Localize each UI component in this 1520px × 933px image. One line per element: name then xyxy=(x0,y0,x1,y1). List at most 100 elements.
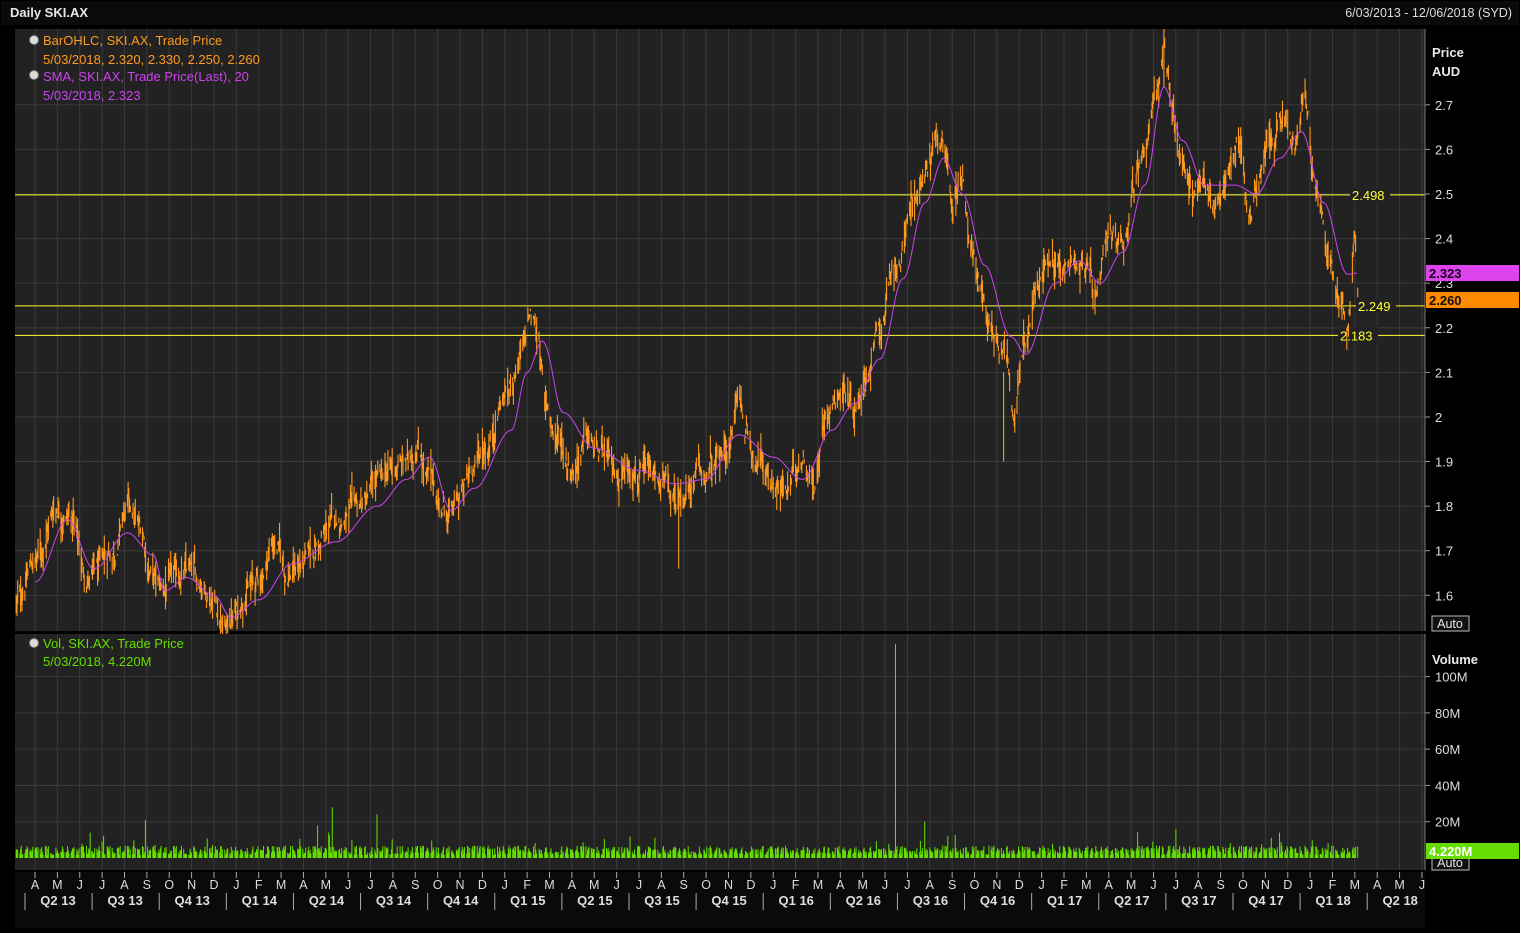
month-label: S xyxy=(1216,878,1224,892)
quarter-label: Q4 14 xyxy=(443,893,479,908)
month-label: A xyxy=(1373,878,1382,892)
volume-bars xyxy=(15,644,1359,858)
price-tick-label: 2.5 xyxy=(1435,187,1453,202)
last-price-tag-group: 2.260 xyxy=(1426,292,1519,308)
price-axis-currency: AUD xyxy=(1432,64,1460,79)
month-label: O xyxy=(164,878,174,892)
month-label: M xyxy=(1350,878,1360,892)
quarter-label: Q1 17 xyxy=(1047,893,1082,908)
price-auto-box[interactable] xyxy=(1431,615,1470,632)
month-label: J xyxy=(904,878,910,892)
price-series-label: BarOHLC, SKI.AX, Trade Price xyxy=(43,33,222,48)
month-label: J xyxy=(367,878,373,892)
volume-value-tag-group: 4.220M xyxy=(1426,843,1519,859)
month-label: M xyxy=(813,878,823,892)
hline-label-bg xyxy=(1350,186,1390,202)
month-label: A xyxy=(1105,878,1114,892)
sma-line xyxy=(34,86,1358,619)
sma-value-tag-box xyxy=(1426,265,1519,281)
month-label: N xyxy=(1261,878,1270,892)
month-label: J xyxy=(233,878,239,892)
price-series-values: 5/03/2018, 2.320, 2.330, 2.250, 2.260 xyxy=(43,52,260,67)
price-auto-button[interactable]: Auto xyxy=(1431,615,1470,632)
volume-value-tag-box xyxy=(1426,843,1519,859)
price-tick-label: 2.4 xyxy=(1435,232,1453,247)
volume-plot-area xyxy=(15,634,1425,870)
month-label: A xyxy=(120,878,129,892)
price-tick-label: 2.6 xyxy=(1435,142,1453,157)
month-label: F xyxy=(523,878,531,892)
month-label: J xyxy=(99,878,105,892)
month-label: F xyxy=(1060,878,1068,892)
price-pane: 2.498 2.249 2.183 Price AUD 1.6 1.7 1.8 1.9 2 2… xyxy=(15,29,1470,639)
month-label: J xyxy=(502,878,508,892)
last-price-tag-box xyxy=(1426,292,1519,308)
volume-tick-label: 20M xyxy=(1435,815,1460,830)
volume-pane: Volume 20M 40M 60M 80M 100M Vol, SKI.AX, Tra… xyxy=(15,634,1478,871)
month-label: M xyxy=(1394,878,1404,892)
month-label: F xyxy=(1329,878,1337,892)
volume-auto-label[interactable]: Auto xyxy=(1437,856,1463,870)
time-axis-background xyxy=(15,872,1425,928)
volume-auto-button[interactable]: Auto xyxy=(1431,855,1470,871)
month-label: J xyxy=(1150,878,1156,892)
quarter-label: Q1 14 xyxy=(242,893,278,908)
header-background xyxy=(1,1,1519,25)
month-label: N xyxy=(724,878,733,892)
volume-tick-label: 60M xyxy=(1435,742,1460,757)
volume-series-label: Vol, SKI.AX, Trade Price xyxy=(43,636,184,651)
volume-axis-title: Volume xyxy=(1432,652,1478,667)
quarter-label: Q3 15 xyxy=(644,893,679,908)
price-tick-label: 1.8 xyxy=(1435,499,1453,514)
quarter-label: Q3 14 xyxy=(376,893,412,908)
volume-legend: Vol, SKI.AX, Trade Price 5/03/2018, 4.22… xyxy=(29,636,184,669)
quarter-label: Q2 16 xyxy=(846,893,881,908)
month-label: J xyxy=(770,878,776,892)
month-label: S xyxy=(948,878,956,892)
month-label: D xyxy=(1283,878,1292,892)
month-label: N xyxy=(992,878,1001,892)
month-label: F xyxy=(792,878,800,892)
price-legend-icon[interactable] xyxy=(29,35,39,45)
price-auto-label[interactable]: Auto xyxy=(1437,617,1463,631)
month-label: N xyxy=(456,878,465,892)
price-bars xyxy=(15,29,1359,639)
last-price-tag-label: 2.260 xyxy=(1429,293,1462,308)
price-hlines: 2.498 2.249 2.183 xyxy=(15,186,1425,343)
quarter-label: Q4 16 xyxy=(980,893,1015,908)
month-label: J xyxy=(1419,878,1425,892)
month-label: S xyxy=(680,878,688,892)
month-label: S xyxy=(143,878,151,892)
month-label: J xyxy=(345,878,351,892)
month-label: M xyxy=(276,878,286,892)
month-label: J xyxy=(1307,878,1313,892)
volume-tick-label: 40M xyxy=(1435,778,1460,793)
month-label: D xyxy=(209,878,218,892)
quarter-label: Q2 17 xyxy=(1114,893,1149,908)
month-label: J xyxy=(1039,878,1045,892)
date-range: 6/03/2013 - 12/06/2018 (SYD) xyxy=(1345,6,1512,20)
price-axis: Price AUD 1.61.71.81.922.12.22.32.42.52.… xyxy=(1424,29,1464,631)
month-label: J xyxy=(636,878,642,892)
price-tick-label: 1.9 xyxy=(1435,455,1453,470)
quarter-label: Q3 16 xyxy=(913,893,948,908)
quarter-label: Q3 17 xyxy=(1181,893,1216,908)
volume-legend-icon[interactable] xyxy=(29,638,39,648)
price-legend: BarOHLC, SKI.AX, Trade Price 5/03/2018, … xyxy=(29,33,260,103)
month-label: M xyxy=(52,878,62,892)
quarter-label: Q4 15 xyxy=(711,893,746,908)
price-tick-label: 1.7 xyxy=(1435,544,1453,559)
month-label: A xyxy=(568,878,577,892)
sma-legend-icon[interactable] xyxy=(29,70,39,80)
month-label: M xyxy=(857,878,867,892)
quarter-label: Q3 13 xyxy=(107,893,142,908)
quarter-label: Q4 17 xyxy=(1248,893,1283,908)
month-label: A xyxy=(1194,878,1203,892)
month-label: M xyxy=(1081,878,1091,892)
volume-tick-label: 100M xyxy=(1435,670,1468,685)
quarter-label: Q1 18 xyxy=(1315,893,1350,908)
volume-series-values: 5/03/2018, 4.220M xyxy=(43,654,151,669)
month-label: M xyxy=(1126,878,1136,892)
month-label: D xyxy=(746,878,755,892)
